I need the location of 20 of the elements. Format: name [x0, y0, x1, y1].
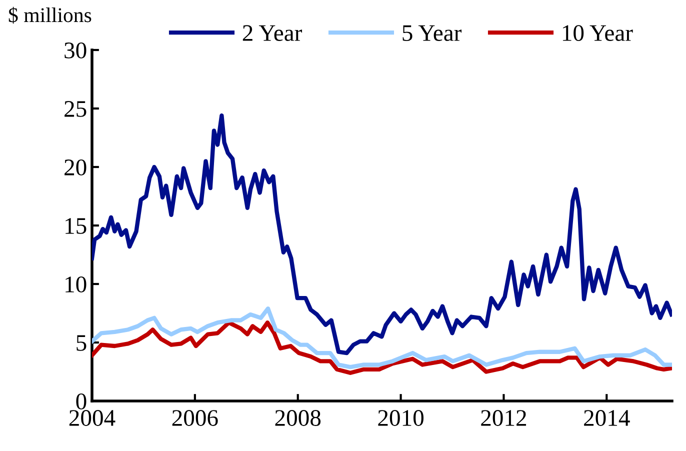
- y-tick-label: 25: [64, 101, 86, 117]
- x-tick-label: 2014: [584, 410, 630, 426]
- x-tick-label: 2008: [275, 410, 321, 426]
- y-tick-label: 15: [66, 218, 86, 234]
- x-tick-label: 2006: [172, 410, 218, 426]
- y-tick-label: 5: [76, 335, 86, 351]
- x-tick-label: 2012: [481, 410, 526, 426]
- line-series: [92, 320, 672, 376]
- legend-label: 2 Year: [242, 25, 302, 42]
- x-tick-label: 2010: [378, 410, 424, 426]
- y-tick-label: 20: [64, 159, 86, 176]
- y-tick-label: 0: [76, 393, 86, 410]
- y-tick-label: 30: [64, 42, 86, 58]
- line-series: [92, 113, 672, 356]
- legend-label: 5 Year: [402, 25, 462, 42]
- x-tick-label: 2004: [69, 410, 116, 426]
- line-series: [92, 306, 672, 370]
- legend-label: 10 Year: [562, 25, 633, 42]
- y-tick-label: 10: [66, 276, 86, 292]
- y-axis-title: $ millions: [8, 6, 92, 24]
